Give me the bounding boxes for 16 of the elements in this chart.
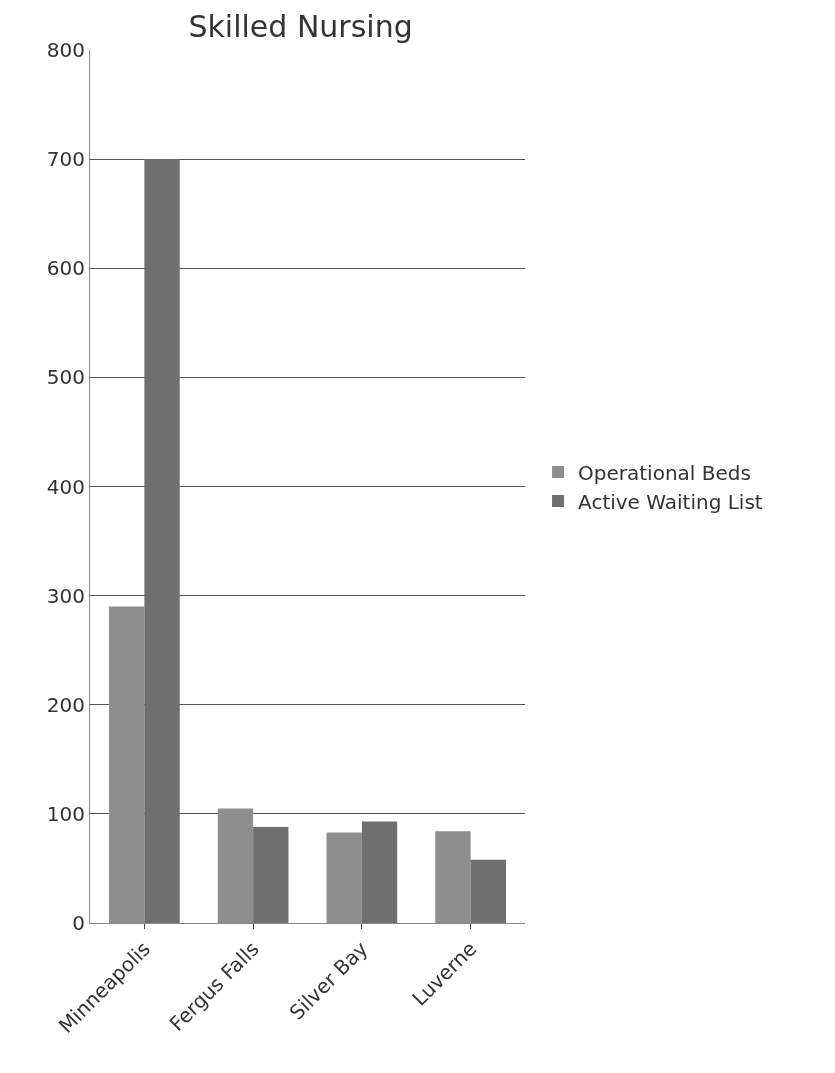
legend-label: Active Waiting List: [578, 489, 763, 514]
y-tick-label: 300: [46, 583, 85, 608]
bar: [253, 826, 289, 923]
y-tick-label: 100: [46, 801, 85, 826]
bar: [144, 159, 180, 923]
y-tick-label: 700: [46, 147, 85, 172]
y-tick-label: 500: [46, 365, 85, 390]
y-tick-label: 0: [72, 911, 85, 935]
legend-label: Operational Beds: [578, 460, 751, 485]
y-tick-label: 400: [46, 474, 85, 499]
y-tick-label: 800: [46, 38, 85, 62]
y-tick-label: 200: [46, 692, 85, 717]
chart-title: Skilled Nursing: [188, 9, 413, 45]
y-tick-label: 600: [46, 256, 85, 281]
bar: [470, 859, 506, 923]
bar: [361, 821, 398, 923]
